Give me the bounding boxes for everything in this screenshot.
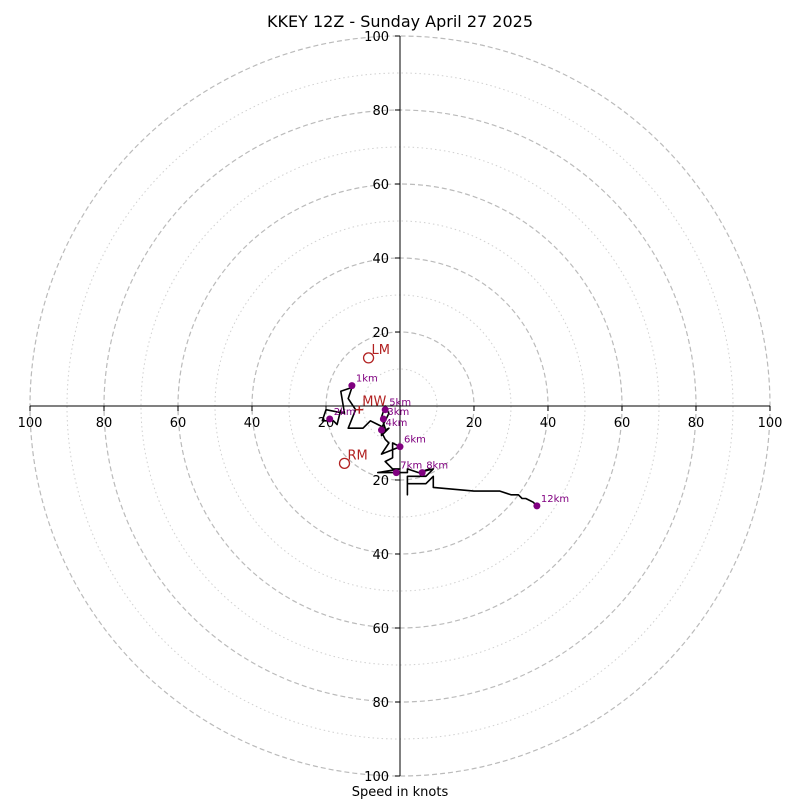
x-tick-label: 40 [244, 416, 261, 431]
height-marker-label-8km: 8km [426, 461, 448, 472]
trace-group [321, 386, 538, 507]
hodograph-trace [321, 386, 538, 507]
x-tick-label: 100 [758, 416, 783, 431]
height-marker-8km [418, 469, 426, 477]
tick-labels-group: 1001008080606040402020202040406060808010… [18, 30, 783, 785]
y-tick-label: 100 [364, 770, 389, 785]
storm-marker-RM [338, 457, 351, 470]
storm-marker-LM [362, 352, 375, 364]
height-marker-12km [533, 502, 541, 510]
storm-motion-group: LM RM MW [338, 343, 390, 470]
height-marker-label-7km: 7km [400, 461, 422, 472]
height-marker-2km [326, 415, 334, 423]
x-tick-label: 20 [466, 416, 483, 431]
y-tick-label: 20 [372, 474, 389, 489]
y-tick-label: 80 [372, 696, 389, 711]
height-marker-label-5km: 5km [389, 398, 411, 409]
height-marker-6km [396, 443, 404, 451]
axes-group [30, 36, 770, 776]
storm-label-LM: LM [372, 343, 390, 358]
y-tick-label: 100 [364, 30, 389, 45]
x-tick-label: 60 [614, 416, 631, 431]
y-tick-label: 40 [372, 548, 389, 563]
height-marker-label-2km: 2km [334, 407, 356, 418]
y-tick-label: 20 [372, 326, 389, 341]
height-marker-label-6km: 6km [404, 435, 426, 446]
storm-label-MW: MW [362, 395, 386, 410]
height-marker-5km [381, 406, 389, 414]
height-marker-label-3km: 3km [387, 407, 409, 418]
y-tick-label: 60 [372, 622, 389, 637]
chart-title: KKEY 12Z - Sunday April 27 2025 [267, 12, 533, 31]
height-marker-7km [392, 469, 400, 477]
height-marker-label-12km: 12km [541, 494, 569, 505]
x-tick-label: 60 [170, 416, 187, 431]
y-tick-label: 80 [372, 104, 389, 119]
height-marker-label-4km: 4km [386, 418, 408, 429]
x-tick-label: 80 [96, 416, 113, 431]
storm-label-RM: RM [348, 448, 368, 463]
y-tick-label: 60 [372, 178, 389, 193]
height-marker-1km [348, 382, 356, 390]
x-tick-label: 100 [18, 416, 43, 431]
height-marker-3km [379, 415, 387, 423]
height-marker-4km [378, 426, 385, 434]
x-axis-label: Speed in knots [352, 785, 449, 800]
x-tick-label: 40 [540, 416, 557, 431]
x-tick-label: 80 [688, 416, 705, 431]
y-tick-label: 40 [372, 252, 389, 267]
height-marker-label-1km: 1km [356, 374, 378, 385]
